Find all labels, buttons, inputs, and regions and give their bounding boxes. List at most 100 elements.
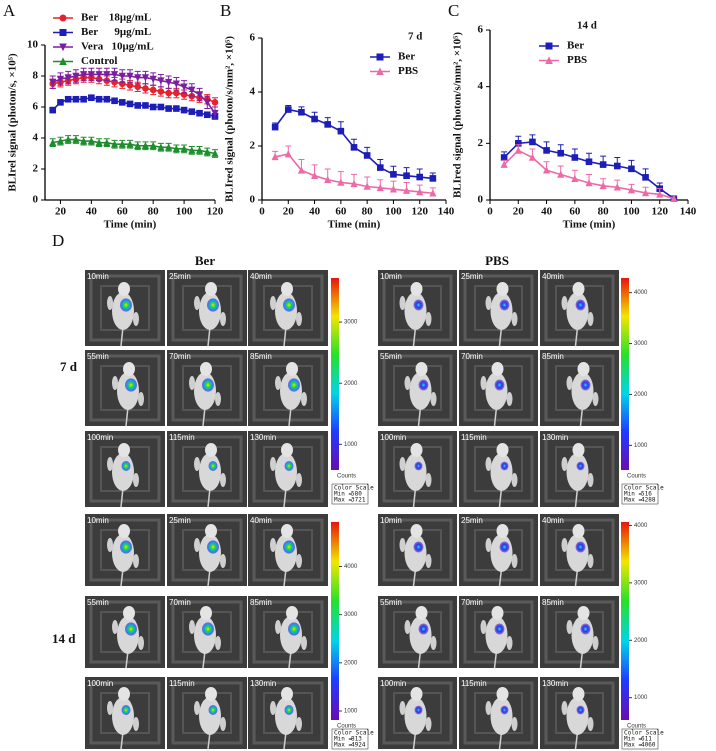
marker [656, 190, 664, 198]
tile-grid [463, 274, 534, 342]
marker [149, 141, 157, 150]
mouse-leg [270, 701, 276, 715]
mouse-head [123, 606, 135, 620]
x-tick-label: 100 [623, 206, 640, 218]
mouse-leg [275, 620, 281, 634]
mouse-tail [283, 487, 287, 508]
time-label: 130min [250, 433, 276, 442]
marker [376, 164, 384, 171]
marker [126, 72, 134, 80]
caption-box [621, 728, 659, 750]
legend-marker [59, 14, 67, 22]
time-label: 70min [461, 352, 483, 361]
mouse-leg [404, 620, 411, 634]
x-tick-label: 20 [513, 206, 525, 218]
tile-grid [171, 518, 243, 582]
mouse-leg [194, 701, 200, 715]
marker [118, 99, 126, 106]
x-tick-label: 20 [55, 206, 67, 218]
mouse-tail [207, 487, 211, 508]
time-label: 55min [380, 598, 402, 607]
imaging-tile [167, 596, 247, 669]
marker [599, 161, 607, 168]
marker [56, 75, 65, 84]
mouse-leg [430, 392, 437, 406]
time-label: 40min [250, 516, 272, 525]
mouse-head [410, 687, 423, 701]
mouse-head [281, 282, 293, 296]
mouse-tail [574, 487, 579, 508]
marker [211, 149, 219, 157]
signal-spot [125, 378, 137, 392]
imaging-tile [85, 677, 165, 750]
marker [173, 105, 180, 112]
mouse-leg [220, 473, 226, 487]
mouse-head [118, 687, 130, 701]
signal-spot [207, 540, 219, 554]
mouse-tail [120, 487, 124, 508]
caption-min-label: Min = [624, 736, 642, 743]
imaging-tile [167, 270, 247, 347]
marker [599, 181, 607, 190]
marker [284, 150, 292, 158]
y-tick-label: 6 [250, 32, 256, 44]
y-axis-title: BLIred signal (photon/s/mm², ×10⁵) [452, 32, 464, 198]
time-label: 100min [87, 679, 113, 688]
tile-grid [89, 518, 161, 582]
marker [429, 175, 437, 182]
mouse-tail [283, 326, 287, 347]
tile-grid [382, 681, 453, 745]
mouse-leg [485, 457, 492, 471]
mouse-tail [412, 326, 417, 347]
mouse-head [200, 606, 212, 620]
mouse-leg [566, 376, 573, 390]
marker [613, 162, 621, 170]
time-label: 100min [380, 433, 406, 442]
mouse-tail [579, 406, 584, 427]
color-bar-unit: Counts [627, 724, 646, 730]
caption-max: 3721 [351, 497, 366, 504]
y-tick-label: 4 [250, 86, 256, 98]
legend-marker [59, 29, 67, 36]
marker [389, 185, 398, 193]
caption-box [331, 728, 369, 750]
marker [403, 172, 410, 179]
signal-spot [418, 623, 429, 635]
imaging-tile [459, 270, 538, 347]
marker [337, 178, 345, 186]
signal-spot [499, 541, 510, 553]
mouse-head [572, 524, 585, 538]
marker [376, 183, 384, 192]
mouse-leg [425, 554, 432, 568]
mouse-leg [511, 554, 518, 568]
time-label: 85min [542, 598, 564, 607]
tile-grid [252, 518, 324, 582]
marker [514, 146, 522, 154]
marker [56, 137, 65, 145]
color-bar-unit: Counts [337, 474, 356, 480]
mouse-body [404, 534, 427, 572]
mouse-body [404, 453, 427, 491]
annotation: 7 d [408, 31, 422, 43]
marker [165, 89, 172, 97]
imaging-tile [540, 350, 619, 427]
marker [363, 182, 371, 190]
marker [416, 187, 424, 196]
marker [87, 137, 95, 145]
time-label: 100min [87, 433, 113, 442]
marker [165, 143, 173, 151]
mouse-leg [561, 457, 568, 471]
mouse-leg [592, 636, 599, 650]
mouse-head [281, 443, 293, 457]
x-tick-label: 120 [651, 206, 668, 218]
marker [311, 115, 318, 123]
marker [64, 135, 72, 143]
marker [324, 121, 332, 128]
imaging-tile [459, 350, 538, 427]
marker [49, 138, 57, 146]
mouse-leg [107, 296, 113, 310]
color-bar [331, 278, 339, 470]
x-tick-label: 60 [569, 206, 581, 218]
panel-label: B [220, 1, 231, 20]
mouse-head [118, 282, 130, 296]
